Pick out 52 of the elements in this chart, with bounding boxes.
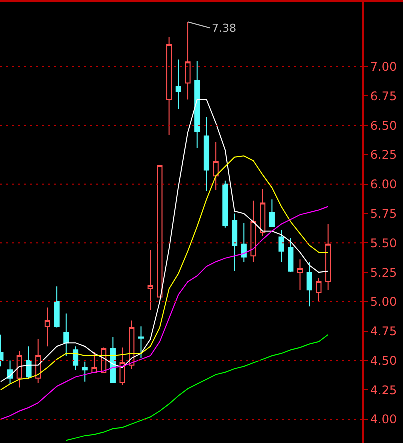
- candlestick: [129, 320, 135, 370]
- candlestick: [326, 224, 332, 291]
- candlestick: [157, 165, 163, 298]
- candlestick: [213, 142, 219, 191]
- line-series: [0, 99, 329, 382]
- candlestick: [54, 286, 60, 328]
- candlestick: [222, 180, 228, 228]
- y-tick-label: 5.50: [370, 236, 398, 250]
- candlestick: [8, 360, 14, 385]
- candlestick: [120, 347, 126, 386]
- candlestick: [72, 346, 79, 371]
- candlestick: [269, 199, 275, 228]
- candlestick: [316, 278, 322, 302]
- candlestick: [16, 350, 22, 388]
- y-tick-label: 5.25: [370, 266, 398, 280]
- y-tick-label: 7.00: [370, 60, 398, 74]
- candlestick: [148, 250, 154, 311]
- candlestick: [306, 261, 312, 308]
- candlestick: [92, 352, 98, 373]
- y-tick-label: 6.50: [370, 118, 398, 133]
- candlestick: [232, 213, 238, 272]
- y-tick-label: 6.25: [370, 148, 398, 162]
- candlestick: [194, 60, 200, 148]
- candlestick: [110, 336, 116, 384]
- candlestick: [36, 339, 42, 384]
- y-tick-label: 5.00: [370, 295, 398, 310]
- line-series: [0, 156, 329, 391]
- candlestick: [185, 22, 191, 100]
- y-tick-label: 4.00: [370, 412, 398, 427]
- candlestick: [297, 259, 304, 291]
- y-tick-label: 4.75: [370, 324, 398, 339]
- candlestick: [260, 188, 266, 237]
- candlestick: [138, 326, 144, 359]
- y-tick-label: 4.25: [370, 383, 398, 398]
- candlestick: [278, 230, 284, 262]
- candlestick: [64, 313, 70, 357]
- candlestick: [82, 361, 88, 382]
- line-series: [0, 206, 329, 420]
- candlestick: [241, 222, 247, 262]
- line-series: [66, 334, 329, 442]
- candlestick: [288, 238, 294, 274]
- candlestick: [176, 59, 182, 110]
- y-tick-label: 6.75: [370, 89, 398, 104]
- y-tick-label: 6.00: [370, 178, 398, 192]
- y-tick-label: 4.50: [370, 354, 398, 368]
- candlestick: [166, 36, 172, 136]
- annotation: 7.38: [212, 22, 236, 35]
- candlestick: [250, 200, 256, 262]
- candlestick: [26, 346, 32, 380]
- candlestick: [44, 307, 50, 348]
- candlestick: [204, 116, 210, 192]
- y-tick-label: 5.75: [370, 206, 398, 221]
